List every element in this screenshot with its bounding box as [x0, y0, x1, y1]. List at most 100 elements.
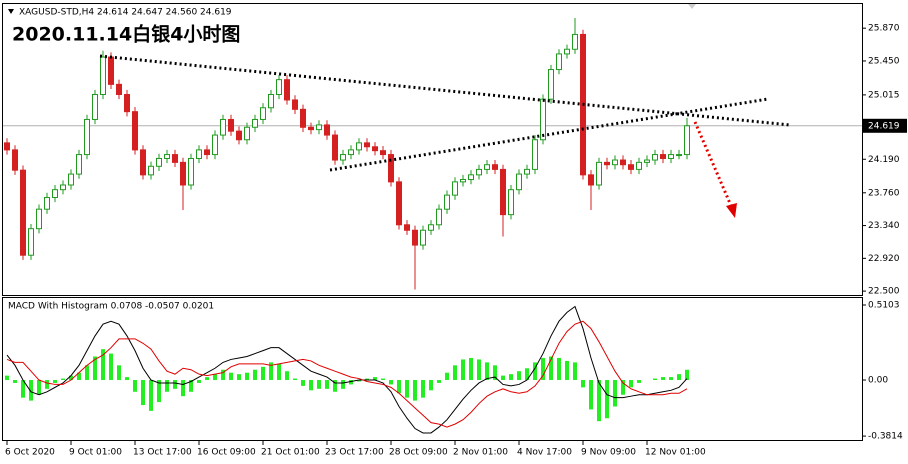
y-tick-label: 0.5103	[868, 301, 900, 311]
histogram-bar	[445, 372, 449, 381]
histogram-bar	[109, 353, 113, 381]
histogram-bar	[85, 365, 89, 381]
histogram-bar	[173, 380, 177, 389]
candle-body	[516, 173, 522, 191]
histogram-bar	[157, 380, 161, 403]
histogram-bar	[461, 359, 465, 381]
candle-body	[596, 161, 602, 186]
histogram-bar	[277, 363, 281, 381]
histogram-bar	[605, 380, 609, 419]
candle-body	[644, 159, 650, 163]
candle-body	[508, 189, 514, 216]
candle-body	[316, 124, 322, 131]
candle-body	[276, 79, 282, 95]
histogram-bar	[245, 372, 249, 381]
histogram-bar	[37, 380, 41, 395]
x-tick-label: 2 Nov 01:00	[453, 448, 508, 458]
candle-body	[444, 194, 450, 210]
candle-body	[380, 150, 386, 156]
histogram-bar	[269, 362, 273, 381]
candle-body	[308, 126, 314, 131]
histogram-bar	[661, 377, 665, 381]
x-tick-label: 13 Oct 17:00	[133, 448, 192, 458]
histogram-bar	[221, 369, 225, 381]
resistance-trendline	[99, 54, 791, 127]
current-price-box	[863, 118, 907, 133]
y-tick-label: 23.340	[868, 221, 900, 231]
histogram-bar	[557, 357, 561, 381]
price-frame	[2, 3, 863, 296]
histogram-bar	[397, 380, 401, 394]
histogram-bar	[101, 349, 105, 381]
candle-body	[172, 154, 178, 163]
candle-body	[668, 154, 674, 159]
candle-body	[228, 118, 234, 132]
histogram-bar	[421, 380, 425, 398]
histogram-bar	[405, 380, 409, 398]
candle-body	[244, 126, 250, 141]
candle-body	[548, 69, 554, 100]
histogram-bar	[677, 374, 681, 381]
histogram-bar	[669, 377, 673, 381]
menu-triangle	[8, 9, 14, 14]
histogram-bar	[509, 374, 513, 381]
candle-body	[236, 130, 242, 141]
y-tick-label: 22.500	[868, 287, 900, 297]
histogram-bar	[413, 380, 417, 401]
candle-body	[300, 108, 306, 128]
histogram-bar	[469, 357, 473, 381]
x-tick-label: 28 Oct 09:00	[389, 448, 448, 458]
candle-body	[20, 169, 26, 256]
forecast-arrow	[693, 121, 734, 209]
histogram-bar	[485, 362, 489, 381]
histogram-bar	[149, 380, 153, 411]
candle-body	[436, 208, 442, 226]
candle-body	[116, 83, 122, 95]
histogram-bar	[317, 380, 321, 389]
candle-body	[604, 161, 610, 166]
candle-body	[164, 154, 170, 159]
support-trendline	[329, 97, 769, 172]
histogram-bar	[53, 380, 57, 383]
histogram-bar	[197, 380, 201, 383]
candle-body	[60, 184, 66, 191]
histogram-bar	[541, 357, 545, 381]
histogram-bar	[341, 380, 345, 389]
histogram-bar	[613, 380, 617, 407]
histogram-bar	[357, 380, 361, 382]
histogram-bar	[93, 356, 97, 381]
candle-body	[372, 146, 378, 152]
histogram-bar	[181, 380, 185, 397]
candle-body	[428, 224, 434, 231]
candle-body	[44, 196, 50, 210]
candle-body	[92, 93, 98, 120]
candle-body	[108, 56, 114, 85]
histogram-bar	[549, 356, 553, 381]
histogram-bar	[429, 380, 433, 391]
candle-body	[188, 157, 194, 186]
histogram-bar	[533, 362, 537, 381]
y-tick-label: 22.920	[868, 254, 900, 264]
candle-body	[252, 118, 258, 128]
candle-body	[524, 168, 530, 175]
candle-body	[36, 208, 42, 230]
x-tick-label: 6 Oct 2020	[5, 448, 55, 458]
candle-body	[12, 149, 18, 171]
candle-body	[268, 93, 274, 109]
histogram-bar	[629, 380, 633, 388]
candle-body	[556, 53, 562, 71]
forecast-arrowhead	[726, 203, 737, 218]
histogram-bar	[141, 380, 145, 406]
shift-marker	[688, 4, 696, 9]
candle-body	[4, 142, 10, 151]
histogram-bar	[581, 380, 585, 388]
x-tick-label: 9 Nov 09:00	[581, 448, 636, 458]
histogram-bar	[189, 380, 193, 392]
x-tick-label: 16 Oct 09:00	[197, 448, 256, 458]
candle-body	[100, 56, 106, 95]
candle-body	[364, 142, 370, 148]
histogram-bar	[525, 368, 529, 381]
histogram-bar	[501, 375, 505, 381]
y-tick-label: 25.015	[868, 90, 900, 100]
y-tick-label: 25.870	[868, 24, 900, 34]
